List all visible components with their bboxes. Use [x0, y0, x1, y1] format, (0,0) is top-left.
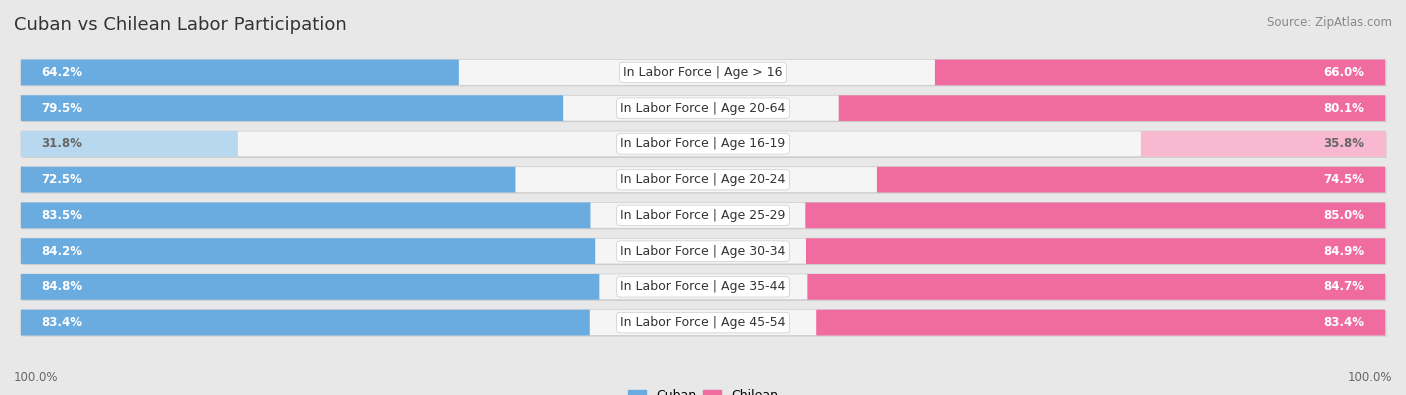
- Text: 72.5%: 72.5%: [42, 173, 83, 186]
- Text: 64.2%: 64.2%: [42, 66, 83, 79]
- Text: In Labor Force | Age 25-29: In Labor Force | Age 25-29: [620, 209, 786, 222]
- Text: In Labor Force | Age 35-44: In Labor Force | Age 35-44: [620, 280, 786, 293]
- FancyBboxPatch shape: [21, 95, 1385, 121]
- Text: 84.2%: 84.2%: [42, 245, 83, 258]
- FancyBboxPatch shape: [1140, 131, 1385, 157]
- FancyBboxPatch shape: [22, 203, 1386, 229]
- Text: In Labor Force | Age 20-24: In Labor Force | Age 20-24: [620, 173, 786, 186]
- Text: 100.0%: 100.0%: [14, 371, 59, 384]
- FancyBboxPatch shape: [807, 274, 1385, 300]
- FancyBboxPatch shape: [21, 310, 589, 335]
- FancyBboxPatch shape: [806, 238, 1385, 264]
- FancyBboxPatch shape: [839, 95, 1385, 121]
- Text: 100.0%: 100.0%: [1347, 371, 1392, 384]
- Text: 84.7%: 84.7%: [1323, 280, 1364, 293]
- FancyBboxPatch shape: [806, 203, 1385, 228]
- FancyBboxPatch shape: [21, 95, 564, 121]
- FancyBboxPatch shape: [21, 131, 238, 157]
- Text: 31.8%: 31.8%: [42, 137, 83, 150]
- FancyBboxPatch shape: [22, 168, 1386, 194]
- FancyBboxPatch shape: [22, 275, 1386, 301]
- Legend: Cuban, Chilean: Cuban, Chilean: [623, 384, 783, 395]
- FancyBboxPatch shape: [21, 131, 1385, 157]
- Text: 35.8%: 35.8%: [1323, 137, 1364, 150]
- Text: 84.9%: 84.9%: [1323, 245, 1364, 258]
- FancyBboxPatch shape: [877, 167, 1385, 192]
- FancyBboxPatch shape: [21, 274, 1385, 300]
- Text: In Labor Force | Age 30-34: In Labor Force | Age 30-34: [620, 245, 786, 258]
- FancyBboxPatch shape: [21, 238, 595, 264]
- Text: 83.5%: 83.5%: [42, 209, 83, 222]
- FancyBboxPatch shape: [22, 311, 1386, 337]
- FancyBboxPatch shape: [21, 167, 1385, 192]
- Text: Cuban vs Chilean Labor Participation: Cuban vs Chilean Labor Participation: [14, 16, 347, 34]
- FancyBboxPatch shape: [21, 167, 516, 192]
- Text: In Labor Force | Age > 16: In Labor Force | Age > 16: [623, 66, 783, 79]
- FancyBboxPatch shape: [21, 274, 599, 300]
- FancyBboxPatch shape: [21, 238, 1385, 264]
- Text: In Labor Force | Age 16-19: In Labor Force | Age 16-19: [620, 137, 786, 150]
- Text: 83.4%: 83.4%: [42, 316, 83, 329]
- Text: 83.4%: 83.4%: [1323, 316, 1364, 329]
- FancyBboxPatch shape: [22, 132, 1386, 158]
- FancyBboxPatch shape: [21, 60, 458, 85]
- Text: 80.1%: 80.1%: [1323, 102, 1364, 115]
- FancyBboxPatch shape: [22, 96, 1386, 122]
- FancyBboxPatch shape: [817, 310, 1385, 335]
- Text: 84.8%: 84.8%: [42, 280, 83, 293]
- Text: 79.5%: 79.5%: [42, 102, 83, 115]
- Text: Source: ZipAtlas.com: Source: ZipAtlas.com: [1267, 16, 1392, 29]
- FancyBboxPatch shape: [22, 60, 1386, 87]
- FancyBboxPatch shape: [21, 60, 1385, 85]
- Text: In Labor Force | Age 45-54: In Labor Force | Age 45-54: [620, 316, 786, 329]
- FancyBboxPatch shape: [22, 239, 1386, 265]
- FancyBboxPatch shape: [21, 310, 1385, 335]
- Text: 66.0%: 66.0%: [1323, 66, 1364, 79]
- Text: In Labor Force | Age 20-64: In Labor Force | Age 20-64: [620, 102, 786, 115]
- FancyBboxPatch shape: [935, 60, 1385, 85]
- FancyBboxPatch shape: [21, 203, 1385, 228]
- FancyBboxPatch shape: [21, 203, 591, 228]
- Text: 85.0%: 85.0%: [1323, 209, 1364, 222]
- Text: 74.5%: 74.5%: [1323, 173, 1364, 186]
